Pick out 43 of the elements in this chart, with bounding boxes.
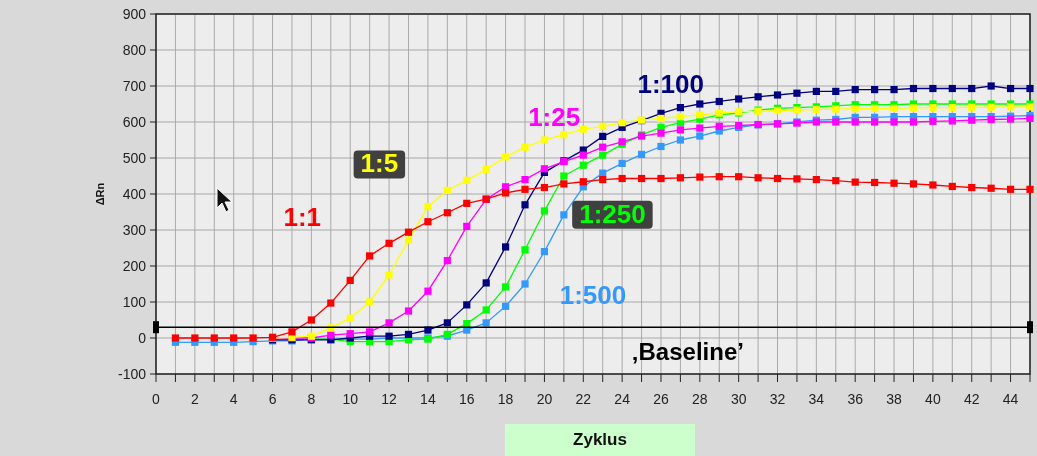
x-tick-label: 44	[1002, 391, 1019, 407]
x-tick-label: 24	[614, 391, 631, 407]
x-tick-label: 12	[381, 391, 398, 407]
x-tick-label: 18	[497, 391, 514, 407]
series-label: 1:100	[637, 69, 704, 100]
x-tick-label: 10	[342, 391, 359, 407]
x-tick-label: 42	[963, 391, 980, 407]
x-tick-label: 26	[653, 391, 669, 407]
x-tick-label: 28	[692, 391, 708, 407]
x-tick-label: 36	[847, 391, 864, 407]
y-tick-label: 900	[122, 5, 147, 22]
x-tick-label: 8	[307, 391, 316, 407]
ref-line-label: ‚Baseline’	[631, 338, 744, 366]
y-tick-label: 400	[122, 185, 147, 202]
series-label: 1:500	[559, 279, 627, 310]
x-tick-label: 34	[808, 391, 825, 407]
y-tick-label: -100	[117, 365, 147, 382]
y-tick-label: 300	[122, 221, 147, 238]
x-tick-label: 38	[886, 391, 903, 407]
x-tick-label: 32	[769, 391, 786, 407]
series-label: 1:5	[360, 148, 399, 179]
y-tick-label: 200	[122, 257, 147, 274]
y-tick-label: 100	[122, 293, 147, 310]
y-tick-label: 800	[122, 41, 147, 58]
x-tick-label: 30	[730, 391, 747, 407]
series-label: 1:25	[528, 101, 581, 132]
x-tick-label: 6	[268, 391, 277, 407]
x-tick-label: 2	[190, 391, 199, 407]
x-tick-label: 0	[152, 391, 161, 407]
series-label: 1:1	[283, 202, 322, 233]
x-tick-label: 20	[536, 391, 553, 407]
y-tick-label: 0	[138, 329, 147, 346]
y-tick-label: 700	[122, 77, 147, 94]
x-tick-label: 22	[575, 391, 592, 407]
y-tick-label: 600	[122, 113, 147, 130]
y-axis-title: ΔRn	[94, 182, 106, 206]
y-tick-label: 500	[122, 149, 147, 166]
x-tick-label: 14	[420, 391, 436, 407]
x-axis-title: Zyklus	[573, 430, 627, 449]
x-tick-label: 16	[458, 391, 475, 407]
x-tick-label: 4	[229, 391, 238, 407]
x-tick-label: 40	[925, 391, 941, 407]
series-label: 1:250	[579, 198, 646, 229]
